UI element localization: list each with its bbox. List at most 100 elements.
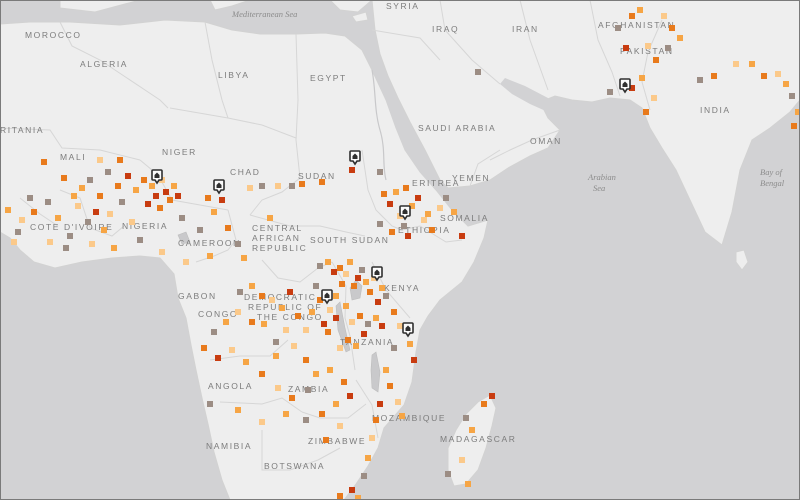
house-pin-icon[interactable] bbox=[349, 150, 361, 166]
project-marker[interactable] bbox=[469, 427, 475, 433]
project-marker[interactable] bbox=[85, 219, 91, 225]
project-marker[interactable] bbox=[651, 95, 657, 101]
project-marker[interactable] bbox=[117, 157, 123, 163]
project-marker[interactable] bbox=[459, 457, 465, 463]
project-marker[interactable] bbox=[235, 407, 241, 413]
project-marker[interactable] bbox=[279, 305, 285, 311]
project-marker[interactable] bbox=[15, 229, 21, 235]
project-marker[interactable] bbox=[331, 269, 337, 275]
project-marker[interactable] bbox=[383, 367, 389, 373]
project-marker[interactable] bbox=[11, 239, 17, 245]
project-marker[interactable] bbox=[289, 183, 295, 189]
project-marker[interactable] bbox=[343, 271, 349, 277]
project-marker[interactable] bbox=[249, 319, 255, 325]
project-marker[interactable] bbox=[207, 253, 213, 259]
project-marker[interactable] bbox=[347, 393, 353, 399]
project-marker[interactable] bbox=[283, 327, 289, 333]
project-marker[interactable] bbox=[309, 309, 315, 315]
project-marker[interactable] bbox=[153, 193, 159, 199]
project-marker[interactable] bbox=[337, 423, 343, 429]
project-marker[interactable] bbox=[377, 401, 383, 407]
project-marker[interactable] bbox=[313, 283, 319, 289]
project-marker[interactable] bbox=[333, 315, 339, 321]
project-marker[interactable] bbox=[167, 197, 173, 203]
project-marker[interactable] bbox=[337, 345, 343, 351]
project-marker[interactable] bbox=[197, 227, 203, 233]
project-marker[interactable] bbox=[749, 61, 755, 67]
project-marker[interactable] bbox=[317, 297, 323, 303]
project-marker[interactable] bbox=[249, 283, 255, 289]
project-marker[interactable] bbox=[325, 329, 331, 335]
project-marker[interactable] bbox=[247, 185, 253, 191]
project-marker[interactable] bbox=[75, 203, 81, 209]
project-marker[interactable] bbox=[211, 329, 217, 335]
project-marker[interactable] bbox=[287, 289, 293, 295]
project-marker[interactable] bbox=[303, 417, 309, 423]
project-marker[interactable] bbox=[303, 357, 309, 363]
project-marker[interactable] bbox=[411, 357, 417, 363]
project-marker[interactable] bbox=[101, 227, 107, 233]
project-marker[interactable] bbox=[93, 209, 99, 215]
house-pin-icon[interactable] bbox=[151, 169, 163, 185]
project-marker[interactable] bbox=[615, 25, 621, 31]
project-marker[interactable] bbox=[259, 419, 265, 425]
project-marker[interactable] bbox=[397, 323, 403, 329]
project-marker[interactable] bbox=[333, 293, 339, 299]
project-marker[interactable] bbox=[407, 341, 413, 347]
project-marker[interactable] bbox=[351, 283, 357, 289]
project-marker[interactable] bbox=[125, 173, 131, 179]
project-marker[interactable] bbox=[111, 245, 117, 251]
project-marker[interactable] bbox=[391, 309, 397, 315]
project-marker[interactable] bbox=[283, 411, 289, 417]
project-marker[interactable] bbox=[97, 157, 103, 163]
project-marker[interactable] bbox=[389, 229, 395, 235]
project-marker[interactable] bbox=[31, 209, 37, 215]
project-marker[interactable] bbox=[623, 45, 629, 51]
project-marker[interactable] bbox=[761, 73, 767, 79]
project-marker[interactable] bbox=[321, 321, 327, 327]
project-marker[interactable] bbox=[677, 35, 683, 41]
project-marker[interactable] bbox=[373, 315, 379, 321]
project-marker[interactable] bbox=[377, 221, 383, 227]
project-marker[interactable] bbox=[355, 275, 361, 281]
project-marker[interactable] bbox=[55, 215, 61, 221]
project-marker[interactable] bbox=[347, 259, 353, 265]
project-marker[interactable] bbox=[639, 75, 645, 81]
project-marker[interactable] bbox=[333, 401, 339, 407]
project-marker[interactable] bbox=[145, 201, 151, 207]
project-marker[interactable] bbox=[365, 455, 371, 461]
project-marker[interactable] bbox=[391, 345, 397, 351]
project-marker[interactable] bbox=[489, 393, 495, 399]
project-marker[interactable] bbox=[353, 343, 359, 349]
project-marker[interactable] bbox=[223, 319, 229, 325]
project-marker[interactable] bbox=[295, 313, 301, 319]
project-marker[interactable] bbox=[387, 201, 393, 207]
house-pin-icon[interactable] bbox=[321, 289, 333, 305]
project-marker[interactable] bbox=[97, 193, 103, 199]
project-marker[interactable] bbox=[107, 211, 113, 217]
project-marker[interactable] bbox=[395, 399, 401, 405]
project-marker[interactable] bbox=[399, 413, 405, 419]
project-marker[interactable] bbox=[733, 61, 739, 67]
project-marker[interactable] bbox=[159, 249, 165, 255]
project-marker[interactable] bbox=[299, 181, 305, 187]
project-marker[interactable] bbox=[205, 195, 211, 201]
project-marker[interactable] bbox=[19, 217, 25, 223]
project-marker[interactable] bbox=[383, 293, 389, 299]
project-marker[interactable] bbox=[327, 307, 333, 313]
project-marker[interactable] bbox=[711, 73, 717, 79]
project-marker[interactable] bbox=[661, 13, 667, 19]
project-marker[interactable] bbox=[459, 233, 465, 239]
project-marker[interactable] bbox=[629, 85, 635, 91]
house-pin-icon[interactable] bbox=[619, 78, 631, 94]
project-marker[interactable] bbox=[607, 89, 613, 95]
project-marker[interactable] bbox=[369, 435, 375, 441]
project-marker[interactable] bbox=[379, 285, 385, 291]
project-marker[interactable] bbox=[443, 195, 449, 201]
project-marker[interactable] bbox=[791, 123, 797, 129]
project-marker[interactable] bbox=[481, 401, 487, 407]
project-marker[interactable] bbox=[215, 355, 221, 361]
project-marker[interactable] bbox=[795, 109, 800, 115]
project-marker[interactable] bbox=[241, 255, 247, 261]
project-marker[interactable] bbox=[79, 185, 85, 191]
